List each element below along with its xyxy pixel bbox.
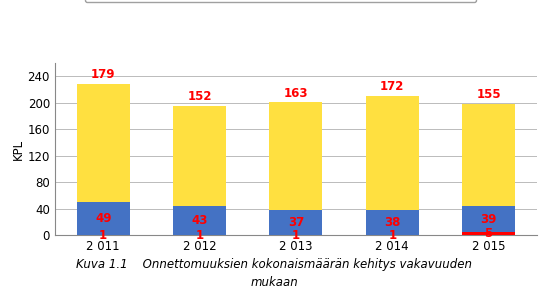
Bar (77, 202, 130, 235)
Y-axis label: KPL: KPL (12, 139, 25, 160)
Text: 49: 49 (95, 212, 111, 225)
Text: 172: 172 (380, 80, 404, 93)
Bar (173, 206, 226, 235)
Text: mukaan: mukaan (250, 276, 298, 287)
Bar (366, 96, 419, 210)
Bar (77, 84, 130, 202)
Text: 1: 1 (292, 228, 300, 241)
Text: 1: 1 (99, 228, 107, 241)
Bar (173, 106, 226, 206)
Text: 155: 155 (476, 88, 501, 101)
Bar (270, 210, 322, 235)
Bar (462, 104, 515, 206)
Bar (366, 210, 419, 235)
Bar (462, 206, 515, 232)
Text: 37: 37 (288, 216, 304, 229)
Text: 179: 179 (91, 68, 116, 81)
Text: 152: 152 (187, 90, 212, 103)
Bar (270, 102, 322, 210)
Text: 39: 39 (481, 213, 497, 226)
Text: 38: 38 (384, 216, 401, 228)
Bar (462, 232, 515, 235)
Legend: Omaisuusvah.joht., Loukkaant.joht., Kuolemaan joht.: Omaisuusvah.joht., Loukkaant.joht., Kuol… (85, 0, 476, 2)
Text: Kuva 1.1    Onnettomuuksien kokonaismäärän kehitys vakavuuden: Kuva 1.1 Onnettomuuksien kokonaismäärän … (76, 258, 472, 271)
Text: 1: 1 (196, 228, 204, 241)
Text: 43: 43 (191, 214, 208, 227)
Text: 5: 5 (484, 227, 493, 240)
Text: 163: 163 (284, 87, 308, 100)
Text: 1: 1 (388, 228, 396, 241)
